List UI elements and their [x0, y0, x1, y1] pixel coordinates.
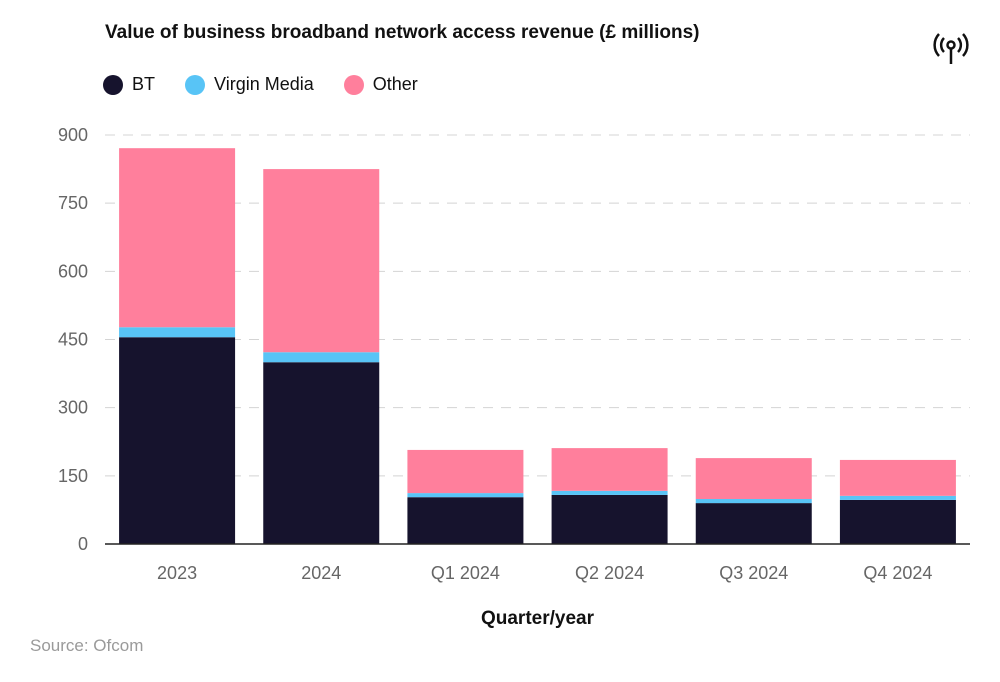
legend-swatch: [185, 74, 206, 95]
bar-segment-bt: [119, 337, 236, 544]
bar-segment-other: [551, 448, 668, 491]
bar-segment-bt: [695, 503, 812, 544]
x-axis-label: Quarter/year: [481, 608, 595, 629]
bar-segment-virgin-media: [839, 495, 956, 500]
y-tick-label: 450: [58, 330, 88, 350]
legend-item-other: Other: [343, 74, 418, 95]
legend-item-virgin-media: Virgin Media: [185, 74, 314, 95]
x-tick-label: 2023: [157, 563, 197, 583]
y-tick-label: 600: [58, 261, 88, 281]
y-tick-label: 0: [78, 534, 88, 554]
legend-swatch: [343, 74, 364, 95]
chart-title: Value of business broadband network acce…: [105, 22, 700, 43]
x-tick-label: Q2 2024: [575, 563, 644, 583]
legend-swatch: [103, 74, 123, 95]
legend-label: Virgin Media: [214, 74, 314, 94]
legend-item-bt: BT: [103, 74, 155, 95]
bar-segment-virgin-media: [551, 490, 668, 495]
y-tick-label: 150: [58, 466, 88, 486]
bar-segment-bt: [263, 362, 380, 544]
bar-segment-virgin-media: [263, 352, 380, 363]
bar-segment-other: [119, 148, 236, 328]
bar-segment-other: [695, 458, 812, 500]
bar-segment-other: [407, 449, 524, 494]
bar-segment-bt: [839, 499, 956, 544]
source-note: Source: Ofcom: [30, 636, 144, 655]
bar-segment-virgin-media: [695, 499, 812, 504]
y-tick-label: 750: [58, 193, 88, 213]
bar-segment-virgin-media: [119, 327, 236, 338]
broadcast-signal-icon: [933, 33, 969, 64]
bar-segment-bt: [551, 494, 668, 544]
x-tick-label: Q1 2024: [431, 563, 500, 583]
legend: BT Virgin Media Other: [103, 74, 418, 95]
bar-segment-virgin-media: [407, 493, 524, 498]
bar-segment-other: [263, 169, 380, 353]
x-tick-label: 2024: [301, 563, 341, 583]
y-tick-label: 900: [58, 125, 88, 145]
y-tick-label: 300: [58, 398, 88, 418]
legend-label: BT: [132, 74, 156, 94]
bar-segment-bt: [407, 497, 524, 544]
x-tick-label: Q3 2024: [719, 563, 788, 583]
bar-segment-other: [839, 459, 956, 496]
x-tick-label: Q4 2024: [863, 563, 932, 583]
legend-label: Other: [372, 74, 418, 94]
